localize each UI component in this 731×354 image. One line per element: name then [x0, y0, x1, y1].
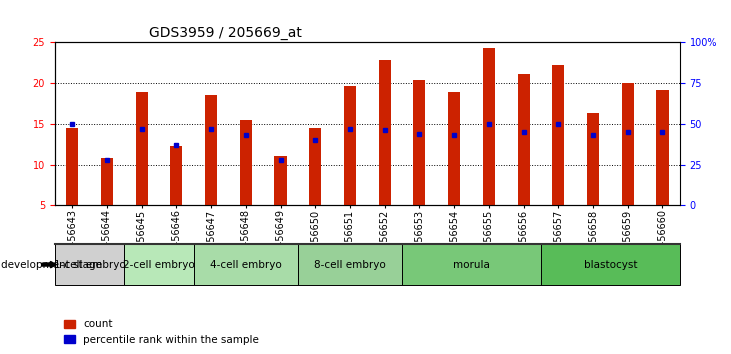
- Bar: [518, 74, 530, 205]
- Bar: [621, 83, 634, 205]
- Text: 1-cell embryo: 1-cell embryo: [53, 259, 126, 270]
- Text: 2-cell embryo: 2-cell embryo: [123, 259, 195, 270]
- Text: blastocyst: blastocyst: [583, 259, 637, 270]
- Bar: [205, 96, 217, 205]
- Bar: [482, 48, 495, 205]
- Text: morula: morula: [453, 259, 490, 270]
- Text: 4-cell embryo: 4-cell embryo: [210, 259, 281, 270]
- Bar: [344, 86, 356, 205]
- Bar: [309, 128, 322, 205]
- Bar: [170, 146, 183, 205]
- Bar: [552, 65, 564, 205]
- Text: development stage: development stage: [1, 259, 102, 270]
- Bar: [656, 90, 669, 205]
- Bar: [135, 92, 148, 205]
- Bar: [66, 128, 78, 205]
- Legend: count, percentile rank within the sample: count, percentile rank within the sample: [60, 315, 263, 349]
- Text: 8-cell embryo: 8-cell embryo: [314, 259, 386, 270]
- Bar: [101, 158, 113, 205]
- Bar: [587, 113, 599, 205]
- Bar: [240, 120, 252, 205]
- Text: GDS3959 / 205669_at: GDS3959 / 205669_at: [148, 26, 301, 40]
- Bar: [448, 92, 461, 205]
- Bar: [274, 156, 287, 205]
- Bar: [413, 80, 425, 205]
- Bar: [379, 61, 391, 205]
